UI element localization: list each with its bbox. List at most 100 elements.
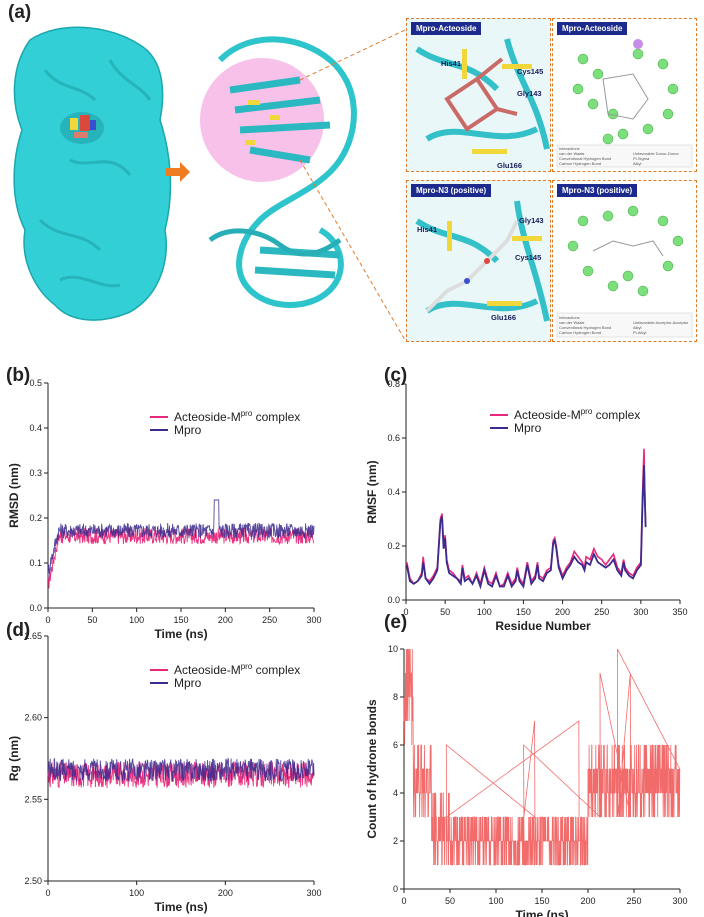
chart-e: 0 50 100 150 200 250 300 0 2 4 6 8 10 Time (ns) Count …: [365, 644, 688, 917]
inset-title: Mpro-Acteoside: [557, 22, 628, 35]
y-tick-label: 2.50: [24, 876, 42, 886]
y-tick-label: 0.4: [29, 423, 42, 433]
x-tick-label: 0: [403, 607, 408, 617]
residue-label: Cys145: [517, 67, 544, 76]
y-axis-label: Count of hydrone bonds: [365, 699, 379, 839]
y-tick-label: 0.6: [387, 433, 400, 443]
x-tick-label: 250: [594, 607, 609, 617]
x-tick-label: 250: [626, 896, 641, 906]
x-axis-label: Residue Number: [495, 619, 591, 633]
legend-item: Alkyl: [633, 161, 642, 166]
x-tick-label: 200: [555, 607, 570, 617]
x-tick-label: 100: [477, 607, 492, 617]
x-tick-label: 100: [129, 888, 144, 898]
inset-acteoside-2d: Mpro-Acteoside Interactions van der Waal…: [552, 18, 697, 172]
panel-label-c: (c): [384, 365, 408, 386]
y-tick-label: 0.1: [29, 558, 42, 568]
y-tick-label: 2: [393, 836, 398, 846]
x-tick-label: 300: [633, 607, 648, 617]
x-tick-label: 150: [173, 615, 188, 625]
legend-label: Mpro: [514, 421, 542, 435]
legend-item: Pi-Sigma: [633, 156, 650, 161]
series-line-hbonds: [403, 648, 681, 866]
panel-a-structures: [13, 26, 406, 341]
legend-item: Pi-Alkyl: [633, 330, 647, 335]
inset-n3-2d: Mpro-N3 (positive) Interactions van der …: [552, 180, 697, 342]
series-line-1: [405, 464, 647, 590]
protein-cartoon-image: [200, 29, 406, 341]
x-axis-label: Time (ns): [515, 908, 568, 917]
legend-item: van der Waals: [559, 320, 585, 325]
series-line-1: [47, 499, 315, 578]
y-tick-label: 8: [393, 692, 398, 702]
x-tick-label: 150: [534, 896, 549, 906]
x-tick-label: 300: [306, 615, 321, 625]
legend-title: Interactions: [559, 146, 580, 151]
panel-label-b: (b): [6, 365, 31, 386]
protein-surface-image: [13, 26, 172, 321]
inset-title: Mpro-N3 (positive): [557, 184, 638, 197]
chart-c: 0 50 100 150 200 250 300 350 0.0 0.2 0.4 0.6 0.8 Resi…: [365, 379, 688, 633]
y-axis-label: Rg (nm): [7, 736, 21, 781]
y-tick-label: 0.0: [387, 595, 400, 605]
x-tick-label: 100: [488, 896, 503, 906]
inset-n3-3d: Mpro-N3 (positive) His41 Gly143 Cys145 G…: [406, 180, 551, 342]
legend-label: Mpro: [174, 676, 202, 690]
legend-item: Carbon Hydrogen Bond: [559, 161, 602, 166]
series-line-0: [47, 526, 315, 589]
panel-label-e: (e): [384, 612, 408, 633]
x-tick-label: 150: [516, 607, 531, 617]
chart-d: 0 100 200 300 2.50 2.55 2.60 2.65 Time (ns) Rg (n…: [7, 631, 322, 914]
x-tick-label: 300: [672, 896, 687, 906]
legend-item: Conventional Hydrogen Bond: [559, 325, 612, 330]
legend-label: Acteoside-Mpro complex: [174, 409, 300, 424]
arrow-icon: [166, 162, 190, 182]
residue-label: His41: [441, 59, 462, 68]
residue-label: Cys145: [515, 253, 542, 262]
x-tick-label: 50: [87, 615, 97, 625]
chart-b: 0 50 100 150 200 250 300 0.0 0.1 0.2 0.3 0.4 0.5 Time…: [7, 378, 322, 641]
y-tick-label: 10: [388, 644, 398, 654]
interaction-legend-2: Unfavorable Donor-Donor Pi-Sigma Alkyl: [633, 151, 679, 166]
y-tick-label: 0.5: [29, 378, 42, 388]
y-tick-label: 0.2: [29, 513, 42, 523]
panel-label-a: (a): [8, 2, 32, 23]
y-tick-label: 6: [393, 740, 398, 750]
series-line-1: [47, 757, 315, 783]
legend-label: Acteoside-Mpro complex: [174, 662, 300, 677]
x-tick-label: 350: [672, 607, 687, 617]
legend-label: Acteoside-Mpro complex: [514, 407, 640, 422]
x-tick-label: 250: [262, 615, 277, 625]
x-tick-label: 200: [218, 615, 233, 625]
x-axis-label: Time (ns): [154, 900, 207, 914]
residue-label: Glu166: [491, 313, 517, 322]
inset-title: Mpro-N3 (positive): [411, 184, 492, 197]
x-tick-label: 200: [218, 888, 233, 898]
panel-label-d: (d): [6, 620, 31, 641]
x-tick-label: 200: [580, 896, 595, 906]
inset-title: Mpro-Acteoside: [411, 22, 482, 35]
residue-label: Gly143: [519, 216, 544, 225]
x-axis-label: Time (ns): [154, 627, 207, 641]
x-tick-label: 300: [306, 888, 321, 898]
legend-item: Alkyl: [633, 325, 642, 330]
legend-label: Mpro: [174, 423, 202, 437]
x-tick-label: 0: [45, 888, 50, 898]
x-tick-label: 50: [445, 896, 455, 906]
inset-acteoside-3d: Mpro-Acteoside His41 Cys145 Gly143 Glu16…: [406, 18, 551, 172]
residue-label: Glu166: [497, 161, 523, 170]
y-tick-label: 0.3: [29, 468, 42, 478]
y-tick-label: 2.55: [24, 794, 42, 804]
series-line-0: [47, 760, 315, 789]
residue-label: His41: [417, 225, 438, 234]
x-tick-label: 0: [401, 896, 406, 906]
x-tick-label: 0: [45, 615, 50, 625]
x-tick-label: 100: [129, 615, 144, 625]
y-axis-label: RMSD (nm): [7, 463, 21, 528]
legend-item: Conventional Hydrogen Bond: [559, 156, 612, 161]
interaction-legend-2: Unfavorable Acceptor-Acceptor Alkyl Pi-A…: [633, 320, 688, 335]
y-tick-label: 0.0: [29, 603, 42, 613]
legend-item: Unfavorable Donor-Donor: [633, 151, 679, 156]
y-tick-label: 0: [393, 884, 398, 894]
